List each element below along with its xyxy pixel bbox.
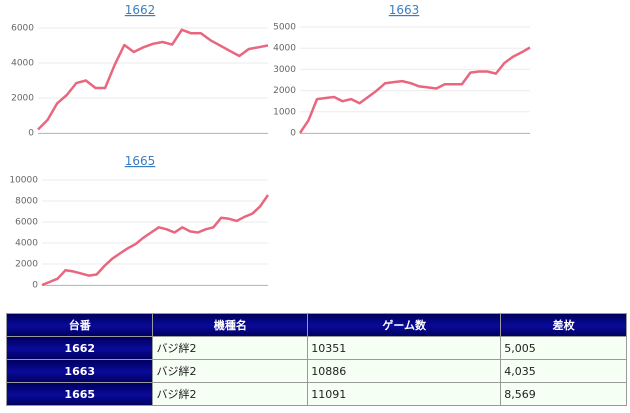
cell: バジ絆2 [152,336,309,360]
y-tick-label: 10000 [9,176,38,186]
row-key: 1663 [5,359,154,383]
header-cell: 機種名 [152,313,309,337]
cell: 5,005 [500,336,627,360]
y-tick-label: 4000 [273,44,296,54]
table-row: 1662 バジ絆2 10351 5,005 [5,336,627,360]
cell: 10886 [307,359,502,383]
header-cell: 台番 [5,313,154,337]
data-line [298,46,531,134]
chart-title[interactable]: 1663 [389,3,420,17]
row-key: 1665 [5,382,154,406]
row-key: 1662 [5,336,154,360]
y-tick-label: 4000 [11,59,34,69]
table-row: 1663 バジ絆2 10886 4,035 [5,359,627,383]
data-line [37,28,269,131]
y-tick-label: 0 [290,129,296,139]
table-row: 1665 バジ絆2 11091 8,569 [5,382,627,406]
header-row: 台番 機種名 ゲーム数 差枚 [5,313,627,337]
y-tick-label: 6000 [15,218,38,228]
header-cell: 差枚 [500,313,627,337]
cell: バジ絆2 [152,382,309,406]
y-tick-label: 4000 [15,239,38,249]
y-tick-label: 5000 [273,23,296,33]
y-tick-label: 1000 [273,107,296,117]
cell: バジ絆2 [152,359,309,383]
y-tick-label: 0 [32,281,38,291]
cell: 11091 [307,382,502,406]
chart-title[interactable]: 1662 [125,3,156,17]
cell: 4,035 [500,359,627,383]
data-line [41,194,270,287]
y-tick-label: 2000 [273,86,296,96]
y-tick-label: 2000 [11,94,34,104]
charts: 1662 0 2000 4000 6000 1663 0 1000 2000 3000 4000 50… [9,3,531,291]
cell: 10351 [307,336,502,360]
y-tick-label: 3000 [273,65,296,75]
y-tick-label: 2000 [15,260,38,270]
header-cell: ゲーム数 [307,313,502,337]
y-tick-label: 8000 [15,197,38,207]
cell: 8,569 [500,382,627,406]
y-tick-label: 0 [28,129,34,139]
data-table: 台番 機種名 ゲーム数 差枚 1662 バジ絆2 10351 5,005 1663 バジ絆2 108… [5,313,627,406]
y-tick-label: 6000 [11,24,34,34]
chart-title[interactable]: 1665 [125,154,156,168]
